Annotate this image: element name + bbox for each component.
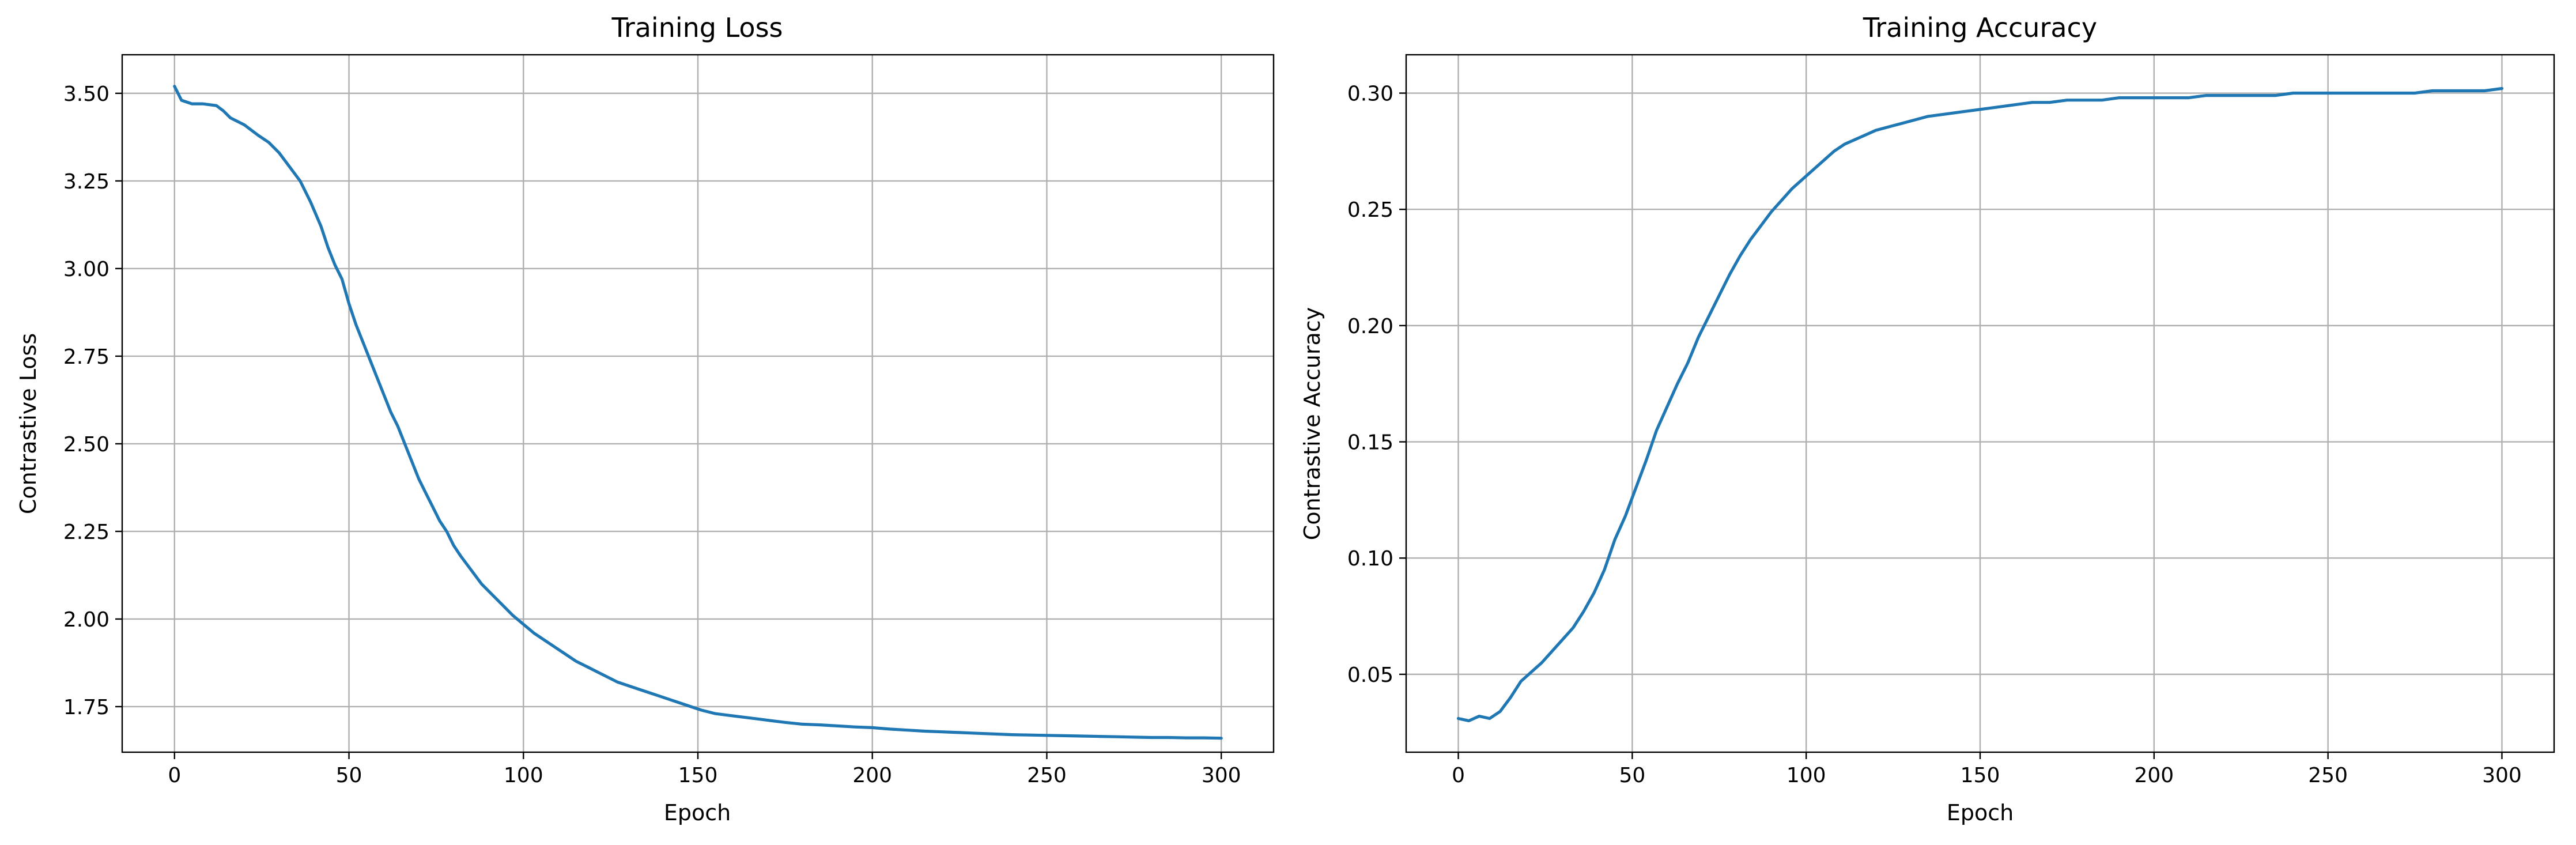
loss-y-tick-label: 2.75	[63, 345, 109, 369]
loss-x-tick-label: 200	[852, 764, 892, 787]
accuracy-x-tick-label: 200	[2134, 764, 2174, 787]
accuracy-chart-title: Training Accuracy	[1863, 12, 2097, 43]
loss-panel: Training Loss Epoch Contrastive Loss 0 50…	[16, 12, 1275, 825]
loss-x-tick-label: 50	[336, 764, 362, 787]
loss-x-axis-label: Epoch	[664, 800, 731, 825]
loss-series-line	[173, 85, 1223, 740]
accuracy-x-tick-label: 0	[1452, 764, 1465, 787]
loss-y-tick-label: 3.00	[63, 258, 109, 281]
accuracy-x-tick-label: 100	[1786, 764, 1826, 787]
loss-y-tick-label: 3.50	[63, 82, 109, 106]
loss-y-tick-label: 2.00	[63, 608, 109, 632]
accuracy-y-tick-label: 0.30	[1347, 82, 1393, 106]
loss-x-tick-label: 0	[168, 764, 181, 787]
loss-y-tick-label: 2.50	[63, 433, 109, 457]
loss-x-tick-label: 100	[504, 764, 543, 787]
loss-x-tick-label: 250	[1027, 764, 1067, 787]
accuracy-y-tick-label: 0.20	[1347, 315, 1393, 338]
loss-y-tick-label: 3.25	[63, 170, 109, 194]
accuracy-grid	[1406, 55, 2554, 752]
loss-chart-title: Training Loss	[611, 12, 783, 43]
accuracy-panel: Training Accuracy Epoch Contrastive Accu…	[1300, 12, 2555, 825]
loss-y-tick-label: 2.25	[63, 520, 109, 544]
loss-y-tick-label: 1.75	[63, 696, 109, 719]
loss-x-tick-label: 150	[678, 764, 718, 787]
accuracy-x-tick-label: 300	[2482, 764, 2522, 787]
accuracy-x-tick-label: 150	[1961, 764, 2000, 787]
accuracy-x-axis-label: Epoch	[1947, 800, 2014, 825]
loss-x-tick-label: 300	[1202, 764, 1241, 787]
accuracy-x-tick-label: 50	[1619, 764, 1645, 787]
accuracy-x-tick-label: 250	[2308, 764, 2348, 787]
accuracy-y-tick-label: 0.10	[1347, 547, 1393, 571]
accuracy-series-line	[1456, 86, 2504, 723]
accuracy-y-tick-label: 0.25	[1347, 198, 1393, 222]
accuracy-y-axis-label: Contrastive Accuracy	[1300, 307, 1325, 540]
accuracy-y-tick-label: 0.15	[1347, 431, 1393, 455]
accuracy-y-tick-label: 0.05	[1347, 663, 1393, 687]
loss-y-axis-label: Contrastive Loss	[16, 333, 41, 514]
loss-grid	[122, 55, 1274, 752]
